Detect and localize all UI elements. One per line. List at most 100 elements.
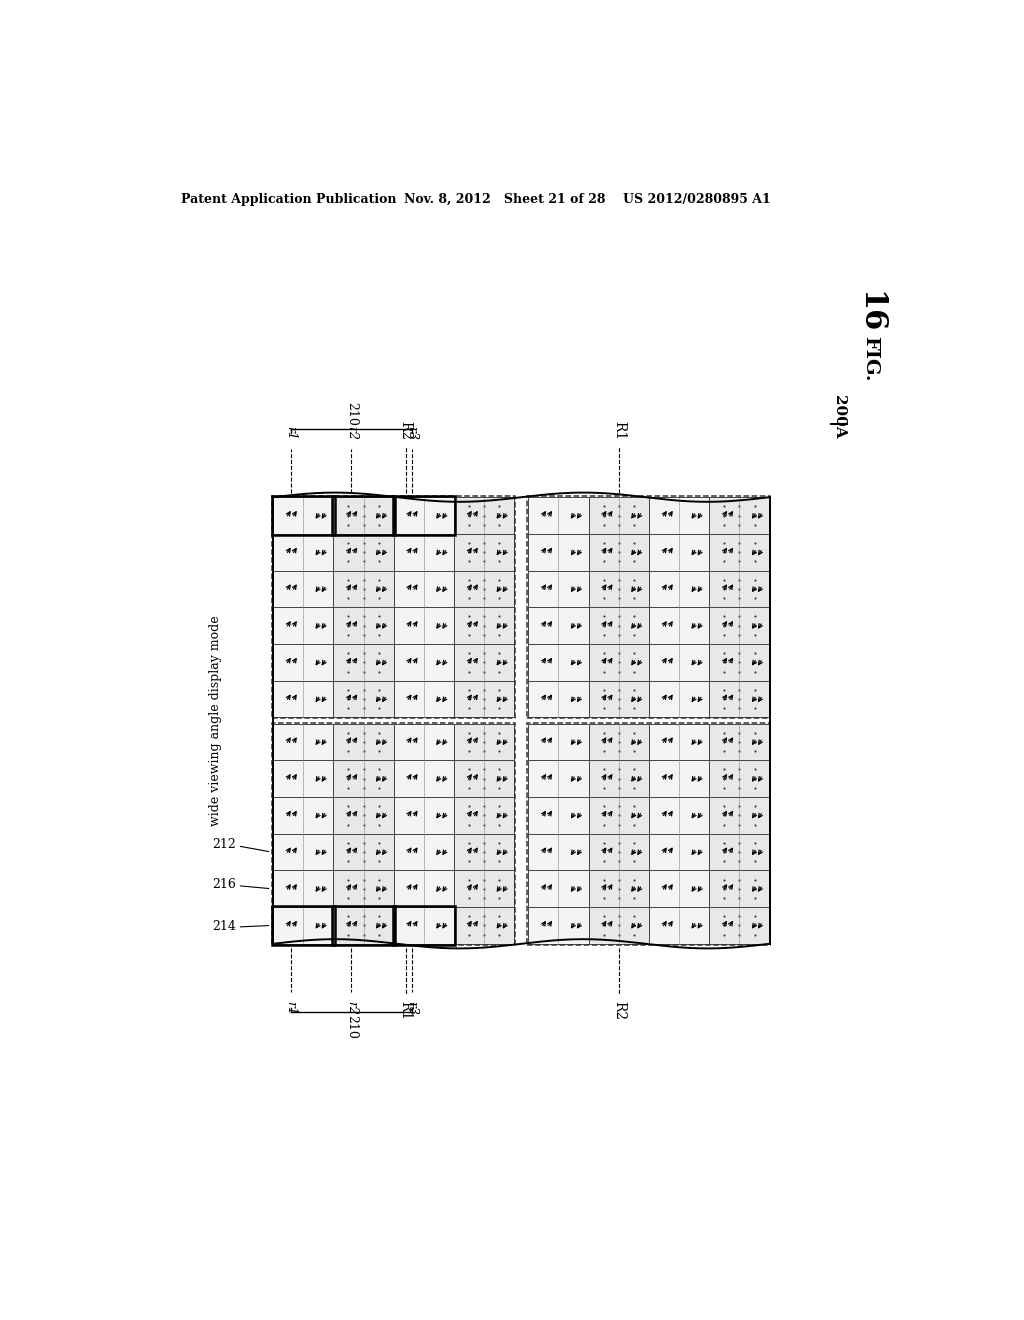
Bar [589, 607, 649, 644]
Bar [528, 644, 589, 681]
Bar [589, 533, 649, 570]
Bar [393, 797, 454, 834]
Bar [589, 870, 649, 907]
Bar [589, 723, 649, 760]
Bar [454, 607, 514, 644]
Bar [454, 498, 514, 533]
Bar [710, 533, 770, 570]
Text: 16: 16 [854, 292, 886, 334]
Text: 200A: 200A [831, 395, 846, 438]
Text: 210: 210 [345, 1015, 358, 1039]
Bar [710, 760, 770, 797]
Bar [454, 797, 514, 834]
Text: R1: R1 [398, 1001, 413, 1020]
Bar [528, 870, 589, 907]
Bar [273, 870, 334, 907]
Bar [273, 681, 334, 718]
Bar [454, 644, 514, 681]
Bar [393, 681, 454, 718]
Bar [710, 681, 770, 718]
Text: 212: 212 [212, 838, 237, 851]
Bar [527, 496, 770, 718]
Bar [392, 906, 456, 945]
Bar [393, 607, 454, 644]
Bar [649, 533, 710, 570]
Bar [271, 496, 335, 535]
Bar [649, 681, 710, 718]
Bar [393, 723, 454, 760]
Bar [528, 681, 589, 718]
Bar [334, 644, 393, 681]
Bar [273, 498, 334, 533]
Bar [589, 681, 649, 718]
Bar [272, 723, 515, 945]
Bar [454, 533, 514, 570]
Bar [710, 498, 770, 533]
Text: Patent Application Publication: Patent Application Publication [180, 193, 396, 206]
Bar [649, 570, 710, 607]
Bar [334, 681, 393, 718]
Text: r1: r1 [285, 1001, 298, 1015]
Bar [454, 681, 514, 718]
Text: R2: R2 [611, 1001, 626, 1020]
Bar [649, 498, 710, 533]
Bar [710, 723, 770, 760]
Text: R1: R1 [611, 421, 626, 441]
Bar [528, 570, 589, 607]
Text: 216: 216 [212, 878, 237, 891]
Text: r1: r1 [285, 426, 298, 441]
Bar [528, 834, 589, 870]
Bar [710, 570, 770, 607]
Bar [273, 570, 334, 607]
Bar [393, 834, 454, 870]
Bar [589, 834, 649, 870]
Bar [528, 533, 589, 570]
Bar [649, 723, 710, 760]
Bar [271, 906, 335, 945]
Bar [528, 760, 589, 797]
Bar [649, 760, 710, 797]
Bar [589, 907, 649, 944]
Bar [454, 907, 514, 944]
Bar [649, 870, 710, 907]
Bar [589, 498, 649, 533]
Bar [334, 607, 393, 644]
Bar [649, 907, 710, 944]
Bar [528, 797, 589, 834]
Bar [273, 607, 334, 644]
Bar [710, 644, 770, 681]
Bar [273, 760, 334, 797]
Bar [649, 834, 710, 870]
Text: R2: R2 [398, 421, 413, 441]
Text: Nov. 8, 2012   Sheet 21 of 28: Nov. 8, 2012 Sheet 21 of 28 [403, 193, 605, 206]
Bar [272, 496, 515, 718]
Bar [393, 644, 454, 681]
Bar [393, 498, 454, 533]
Bar [589, 570, 649, 607]
Bar [710, 797, 770, 834]
Text: r3: r3 [406, 1001, 419, 1015]
Bar [454, 870, 514, 907]
Bar [334, 870, 393, 907]
Bar [589, 760, 649, 797]
Text: wide viewing angle display mode: wide viewing angle display mode [209, 615, 222, 826]
Text: r2: r2 [345, 1001, 358, 1015]
Bar [528, 723, 589, 760]
Bar [710, 907, 770, 944]
Bar [334, 723, 393, 760]
Bar [454, 570, 514, 607]
Bar [393, 533, 454, 570]
Bar [454, 723, 514, 760]
Bar [710, 870, 770, 907]
Bar [273, 644, 334, 681]
Bar [527, 723, 770, 945]
Bar [334, 797, 393, 834]
Bar [393, 760, 454, 797]
Bar [334, 570, 393, 607]
Bar [589, 797, 649, 834]
Bar [710, 607, 770, 644]
Text: r2: r2 [345, 426, 358, 441]
Bar [710, 834, 770, 870]
Text: 214: 214 [212, 920, 237, 933]
Text: r3: r3 [406, 426, 419, 441]
